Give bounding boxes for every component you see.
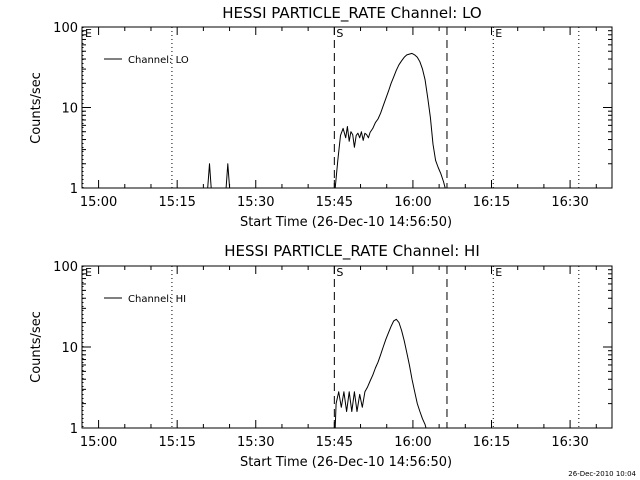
y-tick-label: 1 <box>70 182 78 197</box>
axes-group: 15:00 15:15 15:30 15:45 16:00 16:15 16:30 1 10 10… <box>53 21 613 210</box>
series-line <box>334 318 427 429</box>
x-tick-label: 16:00 <box>394 435 431 450</box>
x-tick-label: 15:00 <box>80 435 117 450</box>
axes-group: 15:00 15:15 15:30 15:45 16:00 16:15 16:30 1 10 10… <box>53 260 613 450</box>
series-group <box>334 318 427 429</box>
x-tick-label: 16:15 <box>473 435 510 450</box>
x-tick-label: 15:30 <box>237 195 274 210</box>
x-tick-label: 16:30 <box>551 435 588 450</box>
x-tick-label: 15:30 <box>237 435 274 450</box>
plot-frame <box>81 26 613 189</box>
marker-label: S <box>336 266 343 279</box>
marker-label: E <box>85 266 92 279</box>
x-tick-label: 15:15 <box>158 195 195 210</box>
legend-entry: Channel: HI <box>128 294 186 305</box>
y-axis-label: Counts/sec <box>29 311 44 383</box>
marker-label: E <box>85 27 92 40</box>
legend-entry: Channel: LO <box>128 55 189 66</box>
x-tick-label: 15:15 <box>158 435 195 450</box>
plot-frame <box>81 265 613 429</box>
x-tick-label: 15:00 <box>80 195 117 210</box>
marker-label: E <box>495 266 502 279</box>
y-tick-label: 1 <box>70 422 78 437</box>
series-group <box>207 52 446 189</box>
marker-label: E <box>495 27 502 40</box>
y-tick-label: 100 <box>53 260 78 275</box>
y-tick-label: 10 <box>61 102 78 117</box>
x-tick-label: 16:30 <box>551 195 588 210</box>
marker-label: S <box>336 27 343 40</box>
x-tick-label: 15:45 <box>316 435 353 450</box>
x-tick-label: 16:00 <box>394 195 431 210</box>
x-tick-label: 16:15 <box>473 195 510 210</box>
y-tick-label: 100 <box>53 21 78 36</box>
y-tick-label: 10 <box>61 341 78 356</box>
x-axis-label: Start Time (26-Dec-10 14:56:50) <box>240 215 452 230</box>
x-axis-label: Start Time (26-Dec-10 14:56:50) <box>240 455 452 470</box>
chart-title: HESSI PARTICLE_RATE Channel: LO <box>222 4 481 23</box>
y-axis-label: Counts/sec <box>29 72 44 144</box>
chart-panel-hi: HESSI PARTICLE_RATE Channel: HI Start Ti… <box>29 242 613 470</box>
chart-title: HESSI PARTICLE_RATE Channel: HI <box>224 242 480 261</box>
x-tick-label: 15:45 <box>316 195 353 210</box>
series-line <box>207 52 446 189</box>
chart-panel-lo: HESSI PARTICLE_RATE Channel: LO Start Ti… <box>29 4 613 230</box>
timestamp-label: 26-Dec-2010 10:04 <box>568 470 636 478</box>
